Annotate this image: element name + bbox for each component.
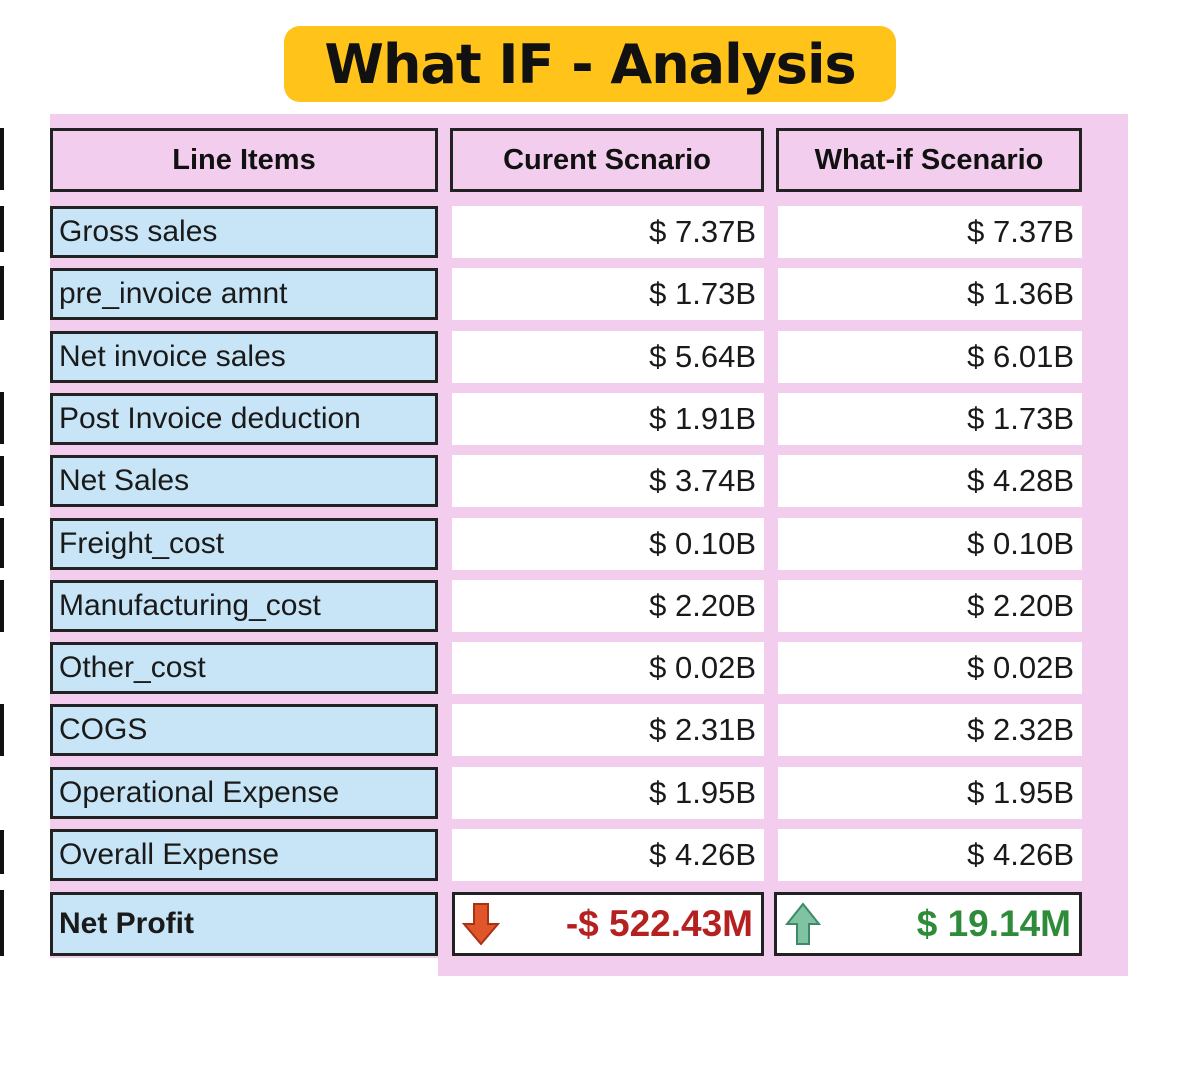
row-label: Post Invoice deduction	[50, 393, 438, 445]
row-current-value: $ 4.26B	[452, 829, 764, 881]
left-edge-marks	[0, 0, 6, 1080]
row-label: Net Sales	[50, 455, 438, 507]
row-what-if-value: $ 1.36B	[778, 268, 1082, 320]
row-current-value: $ 3.74B	[452, 455, 764, 507]
net-profit-what-if: $ 19.14M	[774, 892, 1082, 956]
edge-mark	[0, 704, 4, 756]
header-what-if-scenario: What-if Scenario	[776, 128, 1082, 192]
row-what-if-value: $ 7.37B	[778, 206, 1082, 258]
row-current-value: $ 5.64B	[452, 331, 764, 383]
title-banner: What IF - Analysis	[284, 26, 896, 102]
row-label: Manufacturing_cost	[50, 580, 438, 632]
row-label: Gross sales	[50, 206, 438, 258]
edge-mark	[0, 128, 4, 190]
header-current-scenario: Curent Scnario	[450, 128, 764, 192]
edge-mark	[0, 580, 4, 632]
page-title: What IF - Analysis	[324, 32, 856, 96]
row-label: Overall Expense	[50, 829, 438, 881]
net-profit-label: Net Profit	[50, 892, 438, 956]
row-what-if-value: $ 4.28B	[778, 455, 1082, 507]
row-label: Operational Expense	[50, 767, 438, 819]
row-what-if-value: $ 1.73B	[778, 393, 1082, 445]
edge-mark	[0, 830, 4, 874]
row-current-value: $ 1.73B	[452, 268, 764, 320]
arrow-down-icon	[461, 903, 501, 946]
net-profit-what-if-value: $ 19.14M	[916, 903, 1071, 944]
row-label: COGS	[50, 704, 438, 756]
edge-mark	[0, 392, 4, 444]
row-label: Net invoice sales	[50, 331, 438, 383]
row-current-value: $ 2.20B	[452, 580, 764, 632]
row-label: Other_cost	[50, 642, 438, 694]
row-current-value: $ 1.95B	[452, 767, 764, 819]
row-current-value: $ 1.91B	[452, 393, 764, 445]
edge-mark	[0, 266, 4, 320]
row-current-value: $ 7.37B	[452, 206, 764, 258]
edge-mark	[0, 890, 4, 956]
row-what-if-value: $ 0.10B	[778, 518, 1082, 570]
row-what-if-value: $ 1.95B	[778, 767, 1082, 819]
row-current-value: $ 0.02B	[452, 642, 764, 694]
arrow-up-icon	[784, 902, 822, 945]
header-line-items: Line Items	[50, 128, 438, 192]
row-what-if-value: $ 6.01B	[778, 331, 1082, 383]
row-what-if-value: $ 0.02B	[778, 642, 1082, 694]
edge-mark	[0, 206, 4, 252]
edge-mark	[0, 456, 4, 506]
row-what-if-value: $ 2.32B	[778, 704, 1082, 756]
row-what-if-value: $ 4.26B	[778, 829, 1082, 881]
row-current-value: $ 0.10B	[452, 518, 764, 570]
edge-mark	[0, 518, 4, 568]
row-current-value: $ 2.31B	[452, 704, 764, 756]
panel-gap	[50, 958, 438, 978]
row-what-if-value: $ 2.20B	[778, 580, 1082, 632]
row-label: Freight_cost	[50, 518, 438, 570]
net-profit-current-value: -$ 522.43M	[565, 903, 753, 944]
net-profit-current: -$ 522.43M	[452, 892, 764, 956]
row-label: pre_invoice amnt	[50, 268, 438, 320]
